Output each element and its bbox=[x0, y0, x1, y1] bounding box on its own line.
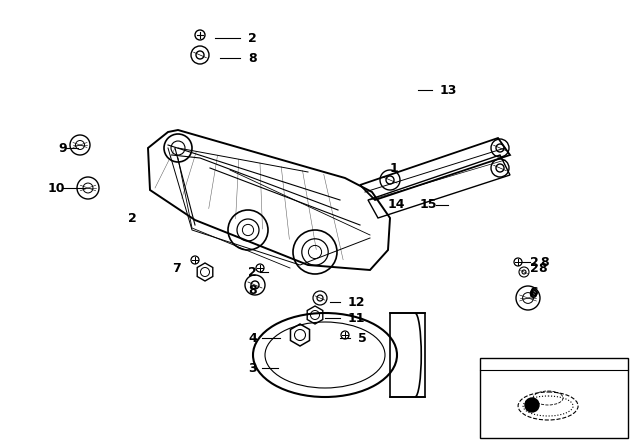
Text: 6: 6 bbox=[529, 285, 538, 298]
Text: 15: 15 bbox=[420, 198, 438, 211]
Text: 8: 8 bbox=[248, 52, 257, 65]
Text: 4: 4 bbox=[248, 332, 257, 345]
Bar bbox=[480, 358, 628, 438]
Circle shape bbox=[525, 398, 539, 412]
Text: 11: 11 bbox=[348, 311, 365, 324]
Text: 2: 2 bbox=[530, 255, 539, 268]
Text: 2: 2 bbox=[128, 211, 137, 224]
Text: 8: 8 bbox=[248, 284, 257, 297]
Text: 1: 1 bbox=[390, 161, 399, 175]
Text: 12: 12 bbox=[348, 296, 365, 309]
Text: 14: 14 bbox=[388, 198, 406, 211]
Text: 2: 2 bbox=[248, 266, 257, 279]
Text: 10: 10 bbox=[48, 181, 65, 194]
Text: 9: 9 bbox=[58, 142, 67, 155]
Text: 5: 5 bbox=[358, 332, 367, 345]
Text: 2: 2 bbox=[530, 262, 539, 275]
Text: 2: 2 bbox=[248, 31, 257, 44]
Text: 13: 13 bbox=[440, 83, 458, 96]
Text: 6: 6 bbox=[528, 289, 536, 302]
Text: 7: 7 bbox=[172, 262, 180, 275]
Text: 3: 3 bbox=[248, 362, 257, 375]
Text: 8: 8 bbox=[540, 255, 548, 268]
Text: 8: 8 bbox=[538, 262, 547, 275]
